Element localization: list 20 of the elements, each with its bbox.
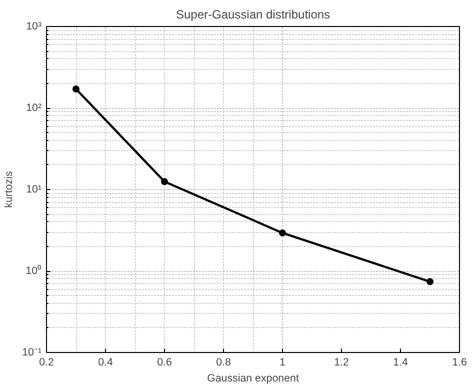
x-tick-label: 1.2: [334, 356, 349, 368]
x-tick-label: 1: [280, 356, 286, 368]
y-tick-label: 10⁻¹: [22, 346, 42, 358]
x-tick-label: 0.2: [39, 356, 54, 368]
x-tick-label: 0.8: [216, 356, 231, 368]
point: [426, 278, 434, 286]
x-axis-title: Gaussian exponent: [207, 372, 299, 384]
point: [72, 86, 80, 93]
y-axis-title: kurtozis: [3, 171, 16, 208]
point: [279, 229, 286, 236]
y-tick-label: 10¹: [26, 184, 42, 196]
x-tick-label: 0.4: [98, 356, 113, 368]
point: [161, 178, 168, 186]
x-tick-label: 1.6: [452, 356, 467, 368]
y-tick-label: 10⁰: [26, 264, 42, 277]
x-tick-label: 0.6: [157, 356, 172, 368]
y-tick-label: 10²: [26, 102, 42, 114]
y-tick-label: 10³: [26, 20, 42, 32]
chart-title: Super-Gaussian distributions: [176, 8, 330, 22]
x-tick-label: 1.4: [393, 356, 408, 368]
